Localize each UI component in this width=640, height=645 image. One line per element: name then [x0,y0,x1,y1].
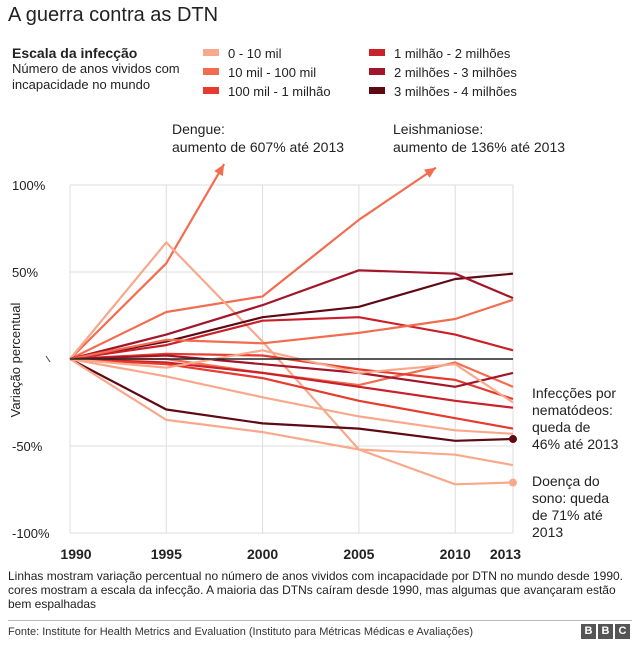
legend-swatch [203,87,219,95]
y-axis-label: Variação percentual [8,303,23,418]
y-tick-label: 100% [12,178,46,193]
legend-label: 0 - 10 mil [228,46,282,61]
series-line [69,354,514,388]
zero-tick-mark [45,355,51,363]
x-tick-label: 2013 [490,546,521,562]
nematode-annotation-line4: 46% até 2013 [532,436,619,452]
endpoint-marker [509,435,517,444]
legend-swatch [369,49,385,57]
footer-divider [8,620,632,621]
footnote: Linhas mostram variação percentual no nú… [8,569,624,611]
series-line [69,298,514,361]
sleeping-annotation-line3: de 71% até [532,507,603,523]
chart-title: A guerra contra as DTN [8,4,219,26]
series-line [69,241,514,486]
legend-swatch [369,68,385,76]
axis-ticks: 100% 50% -50% -100% 1990 1995 2000 2005 2010 2013 [12,178,521,562]
line-chart: 100% 50% -50% -100% 1990 1995 2000 2005 2010 2013… [8,121,619,562]
legend-item: 100 mil - 1 milhão [203,84,331,100]
legend-swatch [369,87,385,95]
x-tick-label: 2005 [343,546,374,562]
bbc-logo-letter: C [615,624,630,639]
legend-label: 10 mil - 100 mil [228,65,317,80]
legend-swatch [203,49,219,57]
series-line [69,349,514,404]
sleeping-annotation-line2: sono: queda [532,490,609,506]
nematode-annotation-line2: nematódeos: [532,402,613,418]
x-tick-label: 1995 [151,546,182,562]
source-text: Fonte: Institute for Health Metrics and … [8,626,474,638]
series-arrowhead [424,167,436,178]
series-line [69,358,514,467]
dengue-annotation-line2: aumento de 607% até 2013 [172,139,344,155]
bbc-logo: B B C [581,624,630,639]
legend-item: 10 mil - 100 mil [203,65,316,81]
series-line [69,166,437,360]
series-line [69,316,514,361]
leish-annotation-line2: aumento de 136% até 2013 [393,139,565,155]
legend-item: 3 milhões - 4 milhões [369,84,517,100]
x-tick-label: 2010 [440,546,471,562]
series-line [69,357,514,435]
legend-label: 3 milhões - 4 milhões [394,84,517,99]
legend-header: Escala da infecção Número de anos vivido… [12,45,202,93]
endpoint-marker [509,478,517,487]
leish-annotation-line1: Leishmaniose: [393,121,483,137]
dengue-annotation-line1: Dengue: [172,121,225,137]
series-lines [69,163,517,487]
series-line [69,358,514,442]
series-line [69,357,514,409]
bbc-logo-letter: B [581,624,596,639]
legend-subtitle: Número de anos vividos com incapacidade … [12,61,180,92]
legend-label: 100 mil - 1 milhão [228,84,331,99]
legend-label: 2 milhões - 3 milhões [394,65,517,80]
nematode-annotation-line1: Infecções por [532,385,616,401]
sleeping-annotation-line4: 2013 [532,524,563,540]
legend-item: 1 milhão - 2 milhões [369,46,510,62]
y-tick-label: 50% [12,265,38,280]
nematode-annotation-line3: queda de [532,419,591,435]
bbc-logo-letter: B [598,624,613,639]
legend-item: 2 milhões - 3 milhões [369,65,517,81]
series-line [69,357,514,430]
legend-item: 0 - 10 mil [203,46,281,62]
legend-title: Escala da infecção [12,45,138,61]
x-tick-label: 1990 [60,546,91,562]
y-tick-label: -50% [12,439,43,454]
x-tick-label: 2000 [247,546,278,562]
legend-swatch [203,68,219,76]
series-arrowhead [214,164,225,177]
y-tick-label: -100% [12,526,50,541]
sleeping-annotation-line1: Doença do [532,473,600,489]
series-line [69,269,514,361]
series-line [69,163,226,360]
legend-label: 1 milhão - 2 milhões [394,46,511,61]
